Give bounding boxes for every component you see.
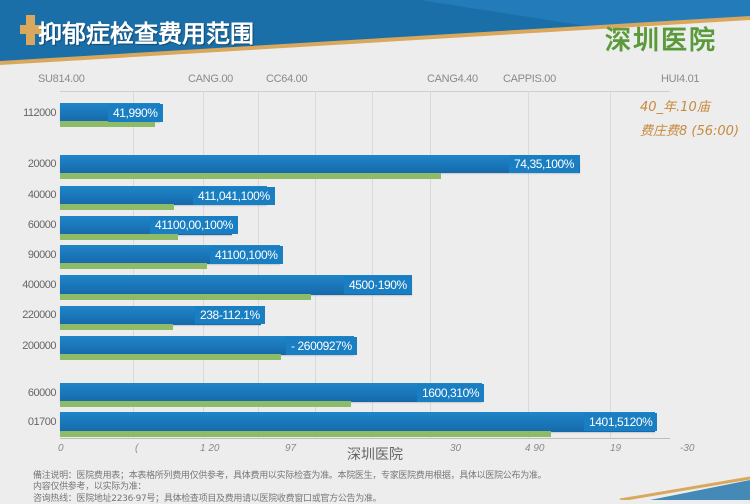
bar-green <box>60 204 174 210</box>
grid-line <box>610 91 611 438</box>
y-axis-label: 112000 <box>23 107 56 119</box>
plot-area <box>60 91 670 439</box>
footnote-line: 咨询热线：医院地址2236·97号；具体检查项目及费用请以医院收费窗口或官方公告… <box>33 494 382 504</box>
bar-value-label: 41100,00,100% <box>150 216 238 234</box>
bar-green <box>60 234 178 240</box>
bar-value-label: 74,35,100% <box>509 155 580 173</box>
grid-line <box>258 91 259 438</box>
y-axis-label: 200000 <box>22 340 56 352</box>
y-axis-label: 90000 <box>27 249 57 261</box>
column-header: CAPPIS.00 <box>503 73 556 85</box>
note-line-2: 费庄费8 (56:00) <box>640 124 740 139</box>
bar-value-label: 411,041,100% <box>193 187 275 205</box>
x-tick-label: 4 90 <box>525 443 545 454</box>
x-tick-label: ( <box>135 443 139 454</box>
hospital-logo: 深圳医院 <box>605 26 718 56</box>
y-axis-label: 40000 <box>27 189 57 201</box>
note-line-1: 40_年.10庙 <box>640 100 710 115</box>
y-axis-label: 220000 <box>22 309 56 321</box>
bar-green <box>60 431 551 437</box>
x-tick-label: 0 <box>58 443 64 454</box>
x-tick-label: 30 <box>450 443 462 454</box>
bar-blue <box>60 336 354 355</box>
bar-blue <box>60 412 655 432</box>
decorative-swoosh <box>619 476 750 500</box>
x-tick-label: 97 <box>285 443 297 454</box>
footnote-line: 備注说明：医院费用表；本表格所列费用仅供参考，具体费用以实际检查为准。本院医生，… <box>33 471 547 481</box>
y-axis-label: 400000 <box>22 279 56 291</box>
grid-line <box>528 91 529 438</box>
medical-cross-icon <box>20 15 44 45</box>
column-header: CC64.00 <box>266 73 308 85</box>
footnote-line: 内容仅供参考，以实际为准： <box>33 482 147 492</box>
y-axis-label: 60000 <box>27 387 57 399</box>
column-header: SU814.00 <box>38 73 85 85</box>
x-axis-line <box>60 438 670 439</box>
bar-value-label: 4500·190% <box>344 276 412 294</box>
bar-blue <box>60 155 580 173</box>
bar-value-label: 1401,5120% <box>584 413 658 431</box>
x-tick-label: 19 <box>610 443 622 454</box>
grid-line <box>430 91 431 438</box>
x-tick-label: -30 <box>680 443 695 454</box>
bar-blue <box>60 383 482 402</box>
bar-value-label: 41,990% <box>108 104 163 122</box>
bar-value-label: - 2600927% <box>286 337 357 355</box>
bar-value-label: 41100,100% <box>210 246 283 264</box>
bar-green <box>60 263 207 269</box>
y-axis-label: 60000 <box>27 219 57 231</box>
bar-green <box>60 324 173 330</box>
header-background <box>0 0 750 65</box>
x-tick-label: 1 20 <box>200 443 220 454</box>
bar-green <box>60 401 351 407</box>
bar-green <box>60 173 441 179</box>
column-header: CANG.00 <box>188 73 233 85</box>
bar-value-label: 238-112.1% <box>195 306 265 324</box>
x-axis-title: 深圳医院 <box>347 447 403 463</box>
grid-line <box>372 91 373 438</box>
bar-green <box>60 354 281 360</box>
y-axis-label: 01700 <box>27 416 57 428</box>
header-band <box>0 0 750 70</box>
bar-green <box>60 121 155 127</box>
bar-blue <box>60 275 412 295</box>
grid-line <box>315 91 316 438</box>
y-axis-label: 20000 <box>27 158 57 170</box>
page-title: 抑郁症检查费用范围 <box>38 20 254 48</box>
column-header: HUI4.01 <box>661 73 700 85</box>
column-header: CANG4.40 <box>427 73 478 85</box>
bar-value-label: 1600,310% <box>417 384 485 402</box>
bar-green <box>60 294 311 300</box>
